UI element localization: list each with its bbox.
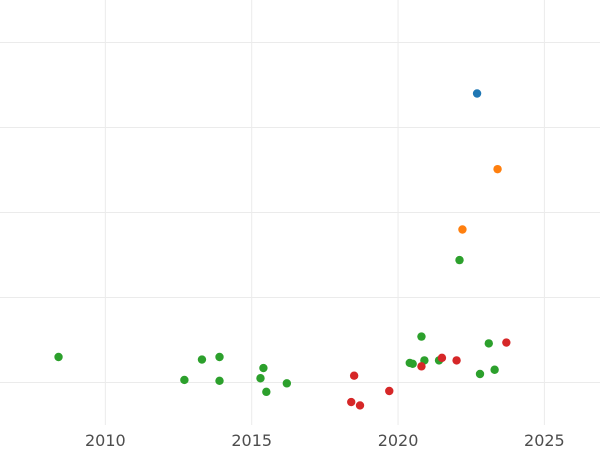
data-points — [54, 89, 511, 410]
data-point — [484, 339, 493, 348]
data-point — [437, 353, 447, 363]
y-gridlines — [0, 42, 600, 383]
data-point — [256, 374, 265, 383]
x-tick-label: 2025 — [524, 431, 565, 450]
data-point — [197, 355, 207, 364]
data-point — [347, 397, 356, 407]
data-point — [502, 338, 511, 347]
data-point — [259, 363, 268, 373]
x-tick-label: 2015 — [231, 431, 272, 450]
data-point — [349, 371, 359, 380]
data-point — [180, 375, 189, 385]
data-point — [408, 359, 417, 368]
data-point — [215, 352, 224, 362]
data-point — [417, 332, 426, 341]
data-point — [262, 387, 271, 397]
x-tick-label: 2010 — [85, 431, 126, 450]
x-tick-label: 2020 — [378, 431, 419, 450]
data-point — [490, 365, 499, 374]
data-point — [455, 255, 464, 265]
data-point — [452, 356, 461, 365]
data-point — [54, 352, 63, 362]
data-point — [282, 379, 292, 388]
data-point — [417, 362, 426, 371]
data-point — [458, 225, 467, 234]
data-point — [475, 369, 485, 379]
data-point — [385, 386, 394, 396]
data-point — [493, 164, 502, 174]
data-point — [215, 376, 224, 385]
x-axis-tick-labels: 2010 2015 2020 2025 — [85, 431, 565, 450]
data-point — [355, 401, 365, 410]
data-point — [472, 89, 482, 98]
